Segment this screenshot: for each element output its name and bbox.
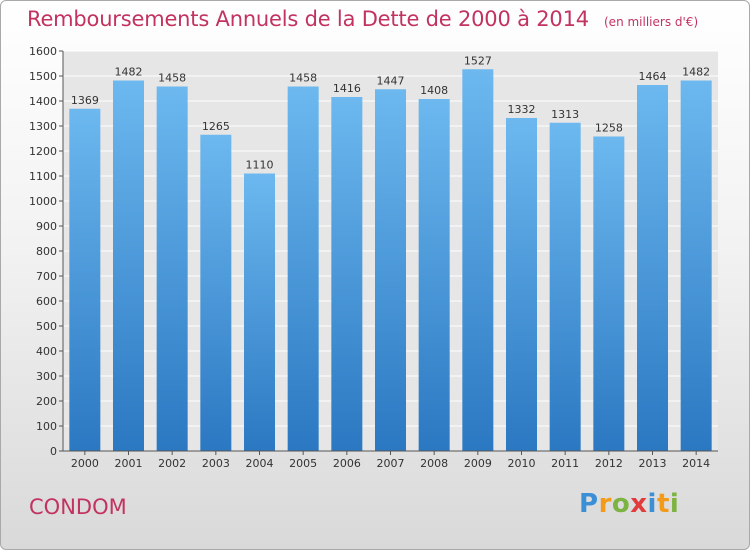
logo-letter: x bbox=[630, 489, 648, 519]
y-tick-label: 600 bbox=[36, 295, 57, 308]
logo-letter: i bbox=[669, 489, 680, 519]
y-tick-label: 800 bbox=[36, 245, 57, 258]
x-tick-label-2006: 2006 bbox=[333, 457, 361, 470]
x-tick-label-2012: 2012 bbox=[595, 457, 623, 470]
bar-2001 bbox=[113, 80, 144, 451]
bar-2009 bbox=[462, 69, 494, 451]
proxiti-logo: Proxiti bbox=[579, 489, 679, 519]
y-tick-label: 1500 bbox=[29, 70, 57, 83]
y-tick-label: 700 bbox=[36, 270, 57, 283]
x-tick-label-2013: 2013 bbox=[639, 457, 667, 470]
y-tick-label: 500 bbox=[36, 320, 57, 333]
x-tick-label-2014: 2014 bbox=[682, 457, 710, 470]
x-tick-label-2008: 2008 bbox=[420, 457, 448, 470]
data-label-2000: 1369 bbox=[71, 94, 99, 107]
bar-2011 bbox=[549, 122, 581, 451]
data-label-2004: 1110 bbox=[246, 159, 274, 172]
y-tick-label: 1100 bbox=[29, 170, 57, 183]
data-label-2009: 1527 bbox=[464, 54, 492, 67]
data-label-2013: 1464 bbox=[639, 70, 667, 83]
x-tick-label-2009: 2009 bbox=[464, 457, 492, 470]
x-tick-label-2003: 2003 bbox=[202, 457, 230, 470]
bar-2000 bbox=[69, 108, 101, 451]
data-label-2007: 1447 bbox=[377, 74, 405, 87]
y-tick-label: 100 bbox=[36, 420, 57, 433]
bar-2005 bbox=[287, 86, 319, 451]
logo-letter: r bbox=[598, 489, 612, 519]
data-label-2006: 1416 bbox=[333, 82, 361, 95]
data-label-2011: 1313 bbox=[551, 108, 579, 121]
x-tick-label-2011: 2011 bbox=[551, 457, 579, 470]
data-label-2002: 1458 bbox=[158, 72, 186, 85]
y-tick-label: 1600 bbox=[29, 45, 57, 58]
data-label-2008: 1408 bbox=[420, 84, 448, 97]
y-tick-label: 900 bbox=[36, 220, 57, 233]
y-tick-label: 1300 bbox=[29, 120, 57, 133]
data-label-2003: 1265 bbox=[202, 120, 230, 133]
bar-2004 bbox=[244, 173, 275, 451]
y-tick-label: 1200 bbox=[29, 145, 57, 158]
data-label-2012: 1258 bbox=[595, 122, 623, 135]
x-tick-label-2007: 2007 bbox=[377, 457, 405, 470]
data-label-2005: 1458 bbox=[289, 72, 317, 85]
y-tick-label: 0 bbox=[50, 445, 57, 458]
y-tick-label: 400 bbox=[36, 345, 57, 358]
bar-2010 bbox=[506, 118, 537, 451]
x-tick-label-2004: 2004 bbox=[246, 457, 274, 470]
y-tick-label: 200 bbox=[36, 395, 57, 408]
logo-letter: t bbox=[656, 489, 670, 519]
x-tick-label-2010: 2010 bbox=[508, 457, 536, 470]
y-tick-label: 1400 bbox=[29, 95, 57, 108]
bar-2007 bbox=[375, 89, 406, 451]
data-label-2014: 1482 bbox=[682, 66, 710, 79]
bar-2013 bbox=[637, 85, 668, 451]
chart-title: Remboursements Annuels de la Dette de 20… bbox=[27, 7, 589, 31]
x-tick-label-2000: 2000 bbox=[71, 457, 99, 470]
y-tick-label: 1000 bbox=[29, 195, 57, 208]
chart-title-block: Remboursements Annuels de la Dette de 20… bbox=[27, 7, 698, 31]
logo-letter: P bbox=[579, 489, 599, 519]
logo-letter: i bbox=[647, 489, 657, 519]
commune-name: CONDOM bbox=[29, 495, 127, 519]
x-tick-label-2002: 2002 bbox=[158, 457, 186, 470]
data-label-2001: 1482 bbox=[115, 66, 143, 79]
bar-2014 bbox=[680, 80, 712, 451]
chart-subtitle: (en milliers d'€) bbox=[604, 15, 699, 29]
bar-2003 bbox=[200, 134, 232, 451]
bar-2006 bbox=[331, 97, 363, 451]
x-tick-label-2001: 2001 bbox=[115, 457, 143, 470]
x-tick-label-2005: 2005 bbox=[289, 457, 317, 470]
y-tick-label: 300 bbox=[36, 370, 57, 383]
data-label-2010: 1332 bbox=[508, 103, 536, 116]
bar-2012 bbox=[593, 136, 625, 451]
logo-letter: o bbox=[611, 489, 631, 519]
bar-2002 bbox=[156, 86, 188, 451]
bar-2008 bbox=[418, 99, 450, 451]
